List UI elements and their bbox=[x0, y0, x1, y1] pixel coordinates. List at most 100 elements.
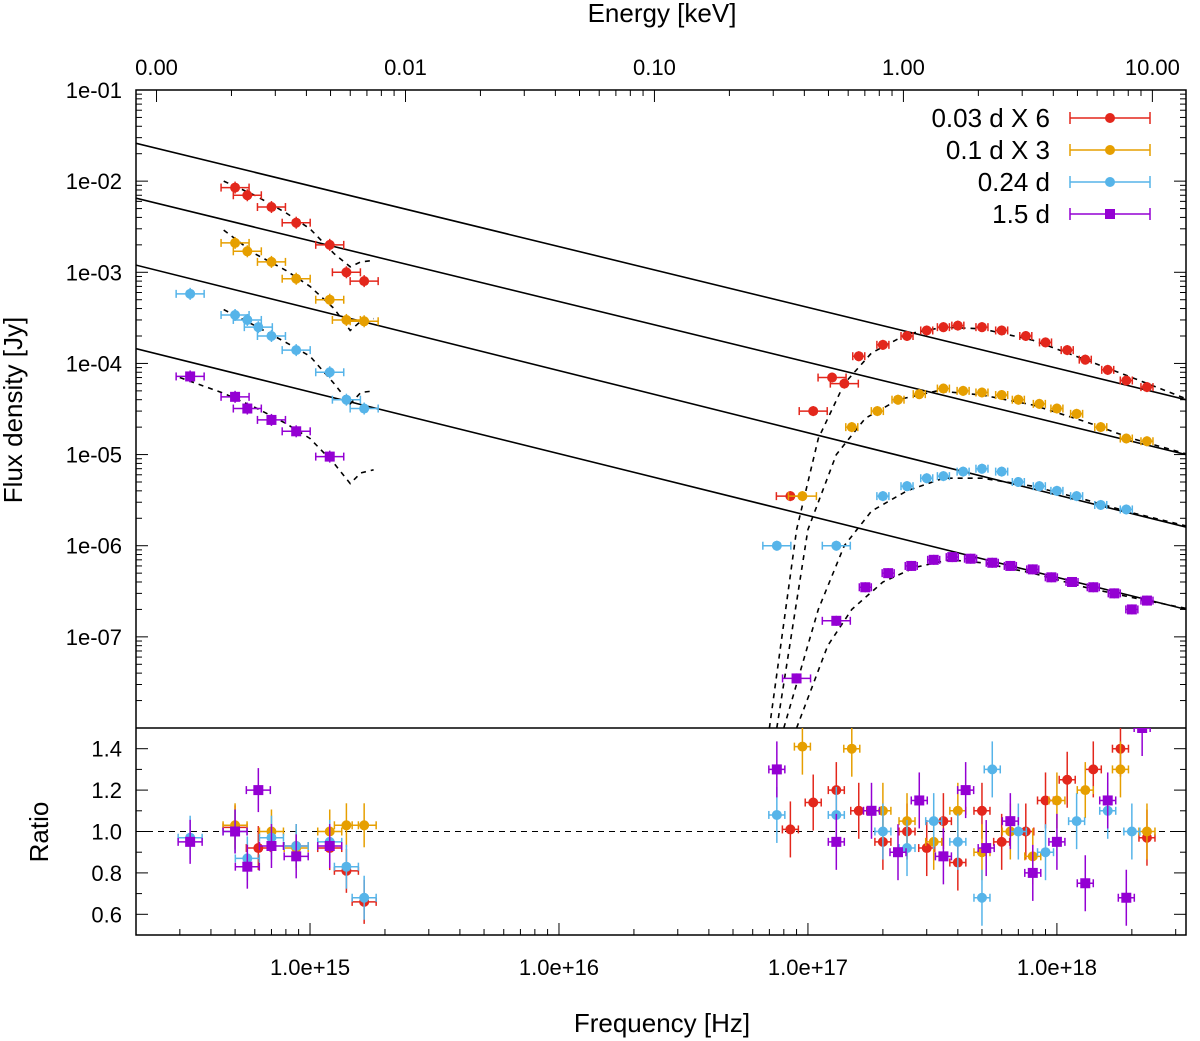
ratio-point bbox=[902, 843, 913, 854]
ratio-point bbox=[853, 805, 864, 816]
ratio-point bbox=[359, 820, 370, 831]
ratio-point bbox=[928, 816, 939, 827]
top-tick-label: 0.00 bbox=[135, 55, 178, 80]
xray-point bbox=[846, 422, 857, 433]
ratio-point bbox=[893, 847, 904, 858]
optical-point bbox=[253, 322, 264, 333]
xray-point bbox=[1088, 582, 1099, 593]
xray-point bbox=[996, 390, 1007, 401]
absorbed-model-xray bbox=[783, 477, 1186, 728]
optical-point bbox=[341, 394, 352, 405]
xray-point bbox=[1013, 394, 1024, 405]
xray-point bbox=[921, 473, 932, 484]
xray-point bbox=[902, 481, 913, 492]
ratio-point bbox=[1137, 728, 1148, 733]
ratio-points bbox=[177, 728, 1156, 926]
ratio-point bbox=[1013, 826, 1024, 837]
ratio-point bbox=[230, 826, 241, 837]
xray-point bbox=[1020, 330, 1031, 341]
xray-point bbox=[1034, 481, 1045, 492]
ratio-tick-label: 0.6 bbox=[91, 902, 122, 927]
xray-point bbox=[1141, 436, 1152, 447]
optical-point bbox=[242, 190, 253, 201]
ratio-point bbox=[185, 836, 196, 847]
xray-point bbox=[1121, 504, 1132, 515]
xray-point bbox=[1071, 491, 1082, 502]
xray-point bbox=[1027, 564, 1038, 575]
xray-point bbox=[1034, 398, 1045, 409]
xray-point bbox=[791, 673, 802, 684]
xray-point bbox=[1095, 422, 1106, 433]
xray-point bbox=[952, 320, 963, 331]
xray-point bbox=[877, 491, 888, 502]
xray-point bbox=[1102, 364, 1113, 375]
optical-point bbox=[291, 426, 302, 437]
ratio-point bbox=[324, 840, 335, 851]
ratio-point bbox=[1141, 826, 1152, 837]
powerlaw-model-line bbox=[136, 264, 1186, 528]
optical-point bbox=[359, 276, 370, 287]
xray-point bbox=[872, 406, 883, 417]
ratio-point bbox=[808, 797, 819, 808]
xray-point bbox=[893, 394, 904, 405]
y-axis-label: Flux density [Jy] bbox=[0, 317, 28, 503]
xray-point bbox=[976, 387, 987, 398]
ratio-point bbox=[266, 840, 277, 851]
xray-point bbox=[914, 389, 925, 400]
xray-point bbox=[1067, 576, 1078, 587]
xray-point bbox=[831, 540, 842, 551]
optical-point bbox=[230, 237, 241, 248]
optical-point bbox=[291, 273, 302, 284]
plot-frame bbox=[135, 89, 1187, 936]
xray-point bbox=[1051, 485, 1062, 496]
ratio-tick-label: 1.0 bbox=[91, 820, 122, 845]
ratio-point bbox=[1005, 816, 1016, 827]
xray-point bbox=[976, 322, 987, 333]
xray-point bbox=[827, 372, 838, 383]
optical-point bbox=[291, 345, 302, 356]
ratio-point bbox=[1027, 867, 1038, 878]
optical-point bbox=[324, 294, 335, 305]
x-tick-label: 1.0e+18 bbox=[1017, 955, 1097, 980]
legend-label: 1.5 d bbox=[992, 199, 1050, 229]
xray-point bbox=[938, 322, 949, 333]
top-axis-label: Energy [keV] bbox=[588, 0, 737, 28]
y-tick-label: 1e-01 bbox=[66, 78, 122, 103]
xray-point bbox=[996, 325, 1007, 336]
ratio-point bbox=[341, 861, 352, 872]
legend-marker bbox=[1105, 145, 1115, 155]
xray-point bbox=[1013, 477, 1024, 488]
powerlaw-model-line bbox=[136, 142, 1186, 401]
optical-point bbox=[359, 403, 370, 414]
ratio-point bbox=[291, 851, 302, 862]
ratio-point bbox=[921, 843, 932, 854]
powerlaw-model-line bbox=[136, 197, 1186, 456]
xray-point bbox=[1121, 375, 1132, 386]
xray-point bbox=[965, 553, 976, 564]
xray-point bbox=[877, 339, 888, 350]
optical-point bbox=[291, 217, 302, 228]
absorbed-model-optical bbox=[223, 180, 374, 268]
ratio-tick-label: 1.2 bbox=[91, 778, 122, 803]
xray-point bbox=[938, 471, 949, 482]
ratio-point bbox=[952, 805, 963, 816]
ratio-series-0-24-d bbox=[177, 741, 1141, 926]
ratio-point bbox=[1071, 816, 1082, 827]
ratio-point bbox=[1115, 764, 1126, 775]
ratio-point bbox=[771, 809, 782, 820]
y-tick-label: 1e-07 bbox=[66, 625, 122, 650]
xray-point bbox=[921, 325, 932, 336]
xray-point bbox=[938, 383, 949, 394]
absorbed-model-xray bbox=[768, 326, 1186, 728]
ratio-point bbox=[771, 764, 782, 775]
y-tick-label: 1e-05 bbox=[66, 443, 122, 468]
ratio-point bbox=[831, 836, 842, 847]
xray-point bbox=[902, 330, 913, 341]
absorbed-model-optical bbox=[179, 376, 374, 485]
ratio-point bbox=[1040, 795, 1051, 806]
xray-point bbox=[853, 351, 864, 362]
xray-point bbox=[1051, 403, 1062, 414]
ratio-point bbox=[976, 892, 987, 903]
xray-point bbox=[1109, 588, 1120, 599]
ratio-point bbox=[1040, 847, 1051, 858]
